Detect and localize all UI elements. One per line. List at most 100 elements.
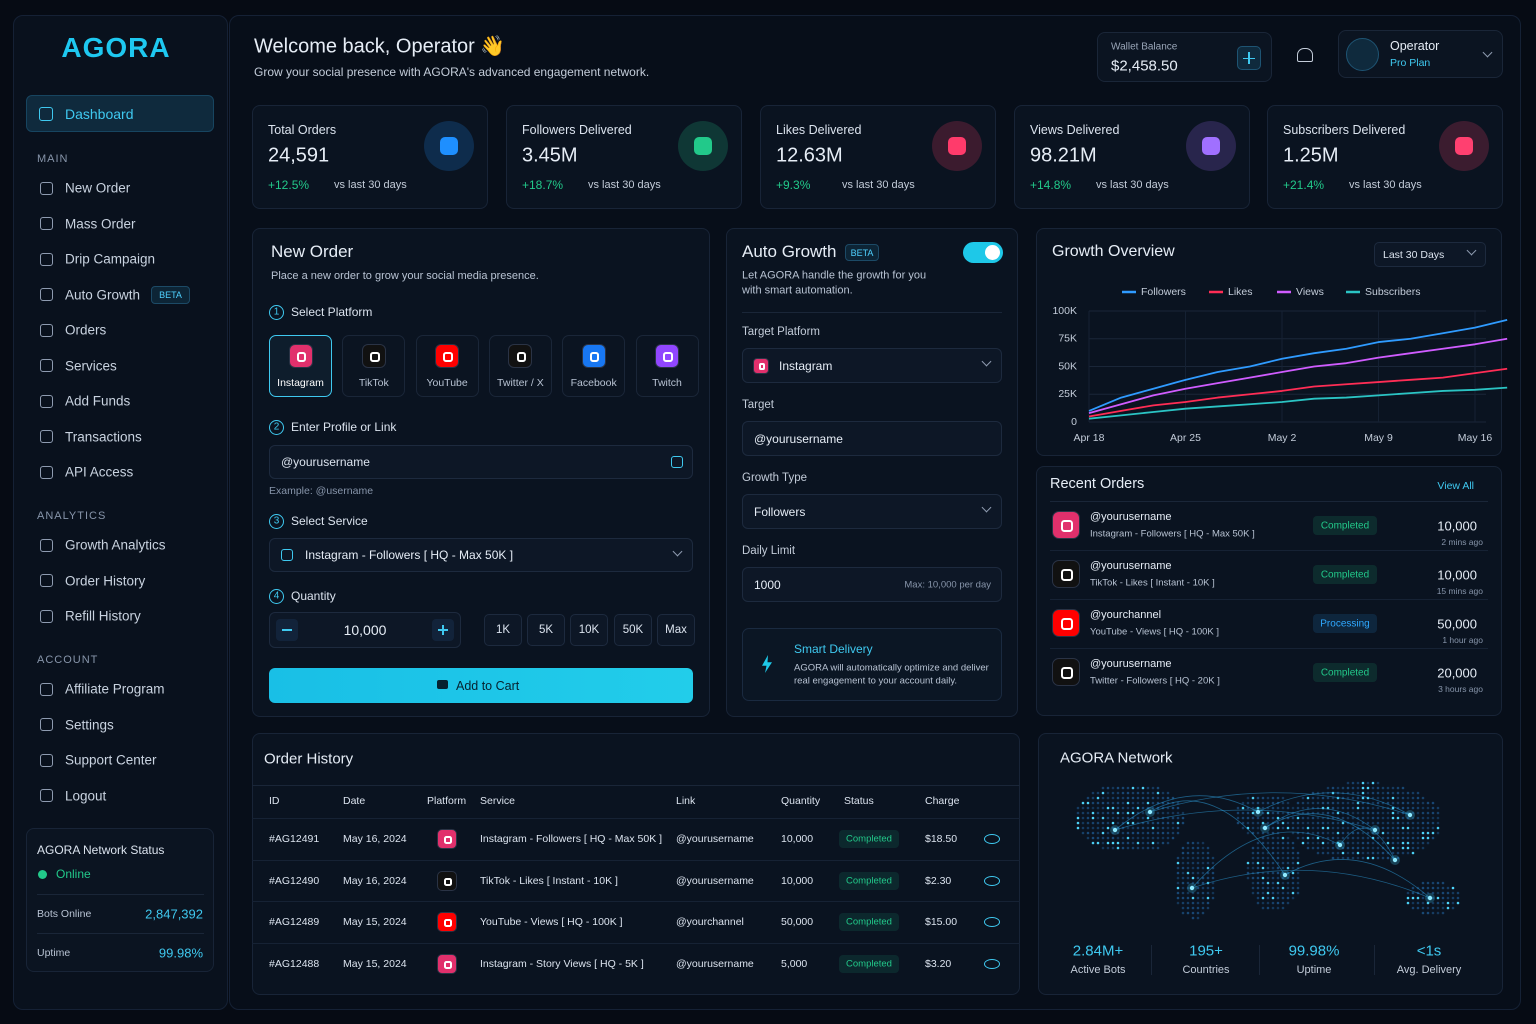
nav-item[interactable]: Services [65, 358, 117, 373]
order-handle: @yourchannel [1090, 609, 1162, 621]
network-value: <1s [1416, 942, 1442, 960]
nav-item[interactable]: Affiliate Program [65, 681, 165, 697]
platform-icon [361, 344, 386, 368]
preset-button[interactable] [484, 614, 522, 646]
stat-glyph [948, 137, 966, 155]
icon [39, 288, 53, 301]
platform-glyph [758, 363, 766, 370]
range-select[interactable] [1374, 242, 1486, 267]
platform-glyph [369, 352, 380, 362]
logo: AGORA [61, 32, 171, 63]
nav-item[interactable]: Add Funds [65, 393, 131, 409]
preset-button[interactable] [657, 614, 695, 646]
stat-glyph [694, 137, 712, 155]
add-to-cart-button[interactable] [269, 668, 693, 703]
wallet-balance: $2,458.50 [1111, 57, 1178, 75]
status-text: Processing [1320, 618, 1370, 629]
cell: #AG12489 [269, 916, 320, 929]
column-header: Platform [427, 795, 467, 807]
cell: Instagram - Followers [ HQ - Max 50K ] [480, 833, 663, 845]
view-icon[interactable] [984, 917, 1000, 928]
nav-item[interactable]: Support Center [65, 752, 157, 768]
nav-item[interactable]: Orders [65, 322, 107, 338]
field-input[interactable] [742, 348, 1002, 383]
field-input[interactable] [742, 494, 1002, 529]
cell: May 15, 2024 [343, 958, 407, 971]
view-icon[interactable] [984, 875, 1000, 886]
stat-note: vs last 30 days [334, 179, 407, 191]
stat-value: 98.21M [1030, 144, 1097, 167]
field-value: @yourusername [754, 431, 843, 446]
service-select[interactable] [269, 538, 693, 572]
divider [1050, 501, 1488, 502]
nav-item[interactable]: Auto Growth [65, 287, 141, 302]
stat-change: +12.5% [268, 178, 310, 192]
divider [252, 859, 1020, 861]
field-hint: Max: 10,000 per day [904, 579, 991, 590]
status-badge [1313, 565, 1377, 584]
status-text: Completed [1320, 667, 1370, 678]
column-header: Date [343, 795, 366, 807]
button-label: Add to Cart [456, 678, 520, 693]
select-text: Instagram - Followers [ HQ - Max 50K ] [305, 548, 514, 562]
view-icon[interactable] [984, 834, 1000, 844]
nav-item[interactable]: Settings [65, 717, 114, 732]
badge-text: BETA [159, 289, 182, 300]
divider [1374, 945, 1375, 975]
field-input[interactable] [742, 421, 1002, 456]
cell: May 16, 2024 [343, 874, 407, 887]
step-number: 1 [273, 306, 280, 318]
stat-change: +18.7% [522, 178, 564, 192]
status-text: Completed [1320, 569, 1370, 580]
nav-item[interactable]: Transactions [65, 429, 142, 444]
order-service: TikTok - Likes [ Instant - 10K ] [1090, 577, 1215, 589]
field-input[interactable] [742, 567, 1002, 602]
step-label: Enter Profile or Link [291, 420, 397, 434]
view-all-link[interactable]: View All [1437, 480, 1474, 492]
stat-value: 1.25M [1283, 144, 1339, 167]
cell: May 16, 2024 [343, 833, 407, 845]
nav-item[interactable]: Refill History [65, 608, 141, 624]
stat-glyph [1455, 137, 1473, 155]
preset-button[interactable] [570, 614, 608, 646]
section-title: MAIN [37, 153, 69, 165]
nav-active[interactable] [26, 95, 214, 132]
platform-icon [581, 344, 606, 368]
stat-card [506, 105, 742, 209]
platform-name: Instagram [277, 377, 324, 389]
column-header: Link [676, 795, 696, 807]
nav-item[interactable]: Order History [65, 573, 146, 588]
field-label: Target Platform [742, 326, 820, 338]
nav-item[interactable]: Drip Campaign [65, 251, 156, 267]
cell: 50,000 [781, 916, 814, 929]
nav-item[interactable]: Dashboard [65, 106, 134, 122]
view-icon[interactable] [984, 959, 1000, 970]
platform-glyph [444, 877, 452, 886]
step-circle [269, 588, 284, 604]
cell: @yourusername [676, 833, 754, 845]
nav-item[interactable]: Mass Order [65, 216, 136, 231]
user-name: Operator [1390, 39, 1440, 53]
column-header: Quantity [781, 795, 821, 807]
icon [39, 538, 53, 552]
stat-change: +9.3% [776, 178, 811, 192]
icon [39, 682, 53, 696]
column-header: Status [844, 795, 874, 807]
chart-title: Growth Overview [1052, 243, 1175, 260]
cell: May 15, 2024 [343, 916, 407, 929]
nav-item[interactable]: Logout [65, 788, 107, 803]
profile-input[interactable] [269, 445, 693, 479]
icon [39, 430, 53, 443]
nav-item[interactable]: API Access [65, 464, 134, 480]
stat-value: 24,591 [268, 144, 330, 167]
bell-icon[interactable] [1297, 48, 1313, 62]
quantity-input[interactable] [269, 612, 461, 648]
nav-item[interactable]: New Order [65, 180, 131, 196]
step-label: Select Service [291, 514, 368, 528]
stat-label: Subscribers Delivered [1283, 123, 1406, 137]
preset-button[interactable] [614, 614, 652, 646]
page-title: Welcome back, Operator 👋 [254, 35, 506, 58]
preset-button[interactable] [527, 614, 565, 646]
nav-item[interactable]: Growth Analytics [65, 537, 166, 553]
stat-glyph [440, 137, 458, 155]
